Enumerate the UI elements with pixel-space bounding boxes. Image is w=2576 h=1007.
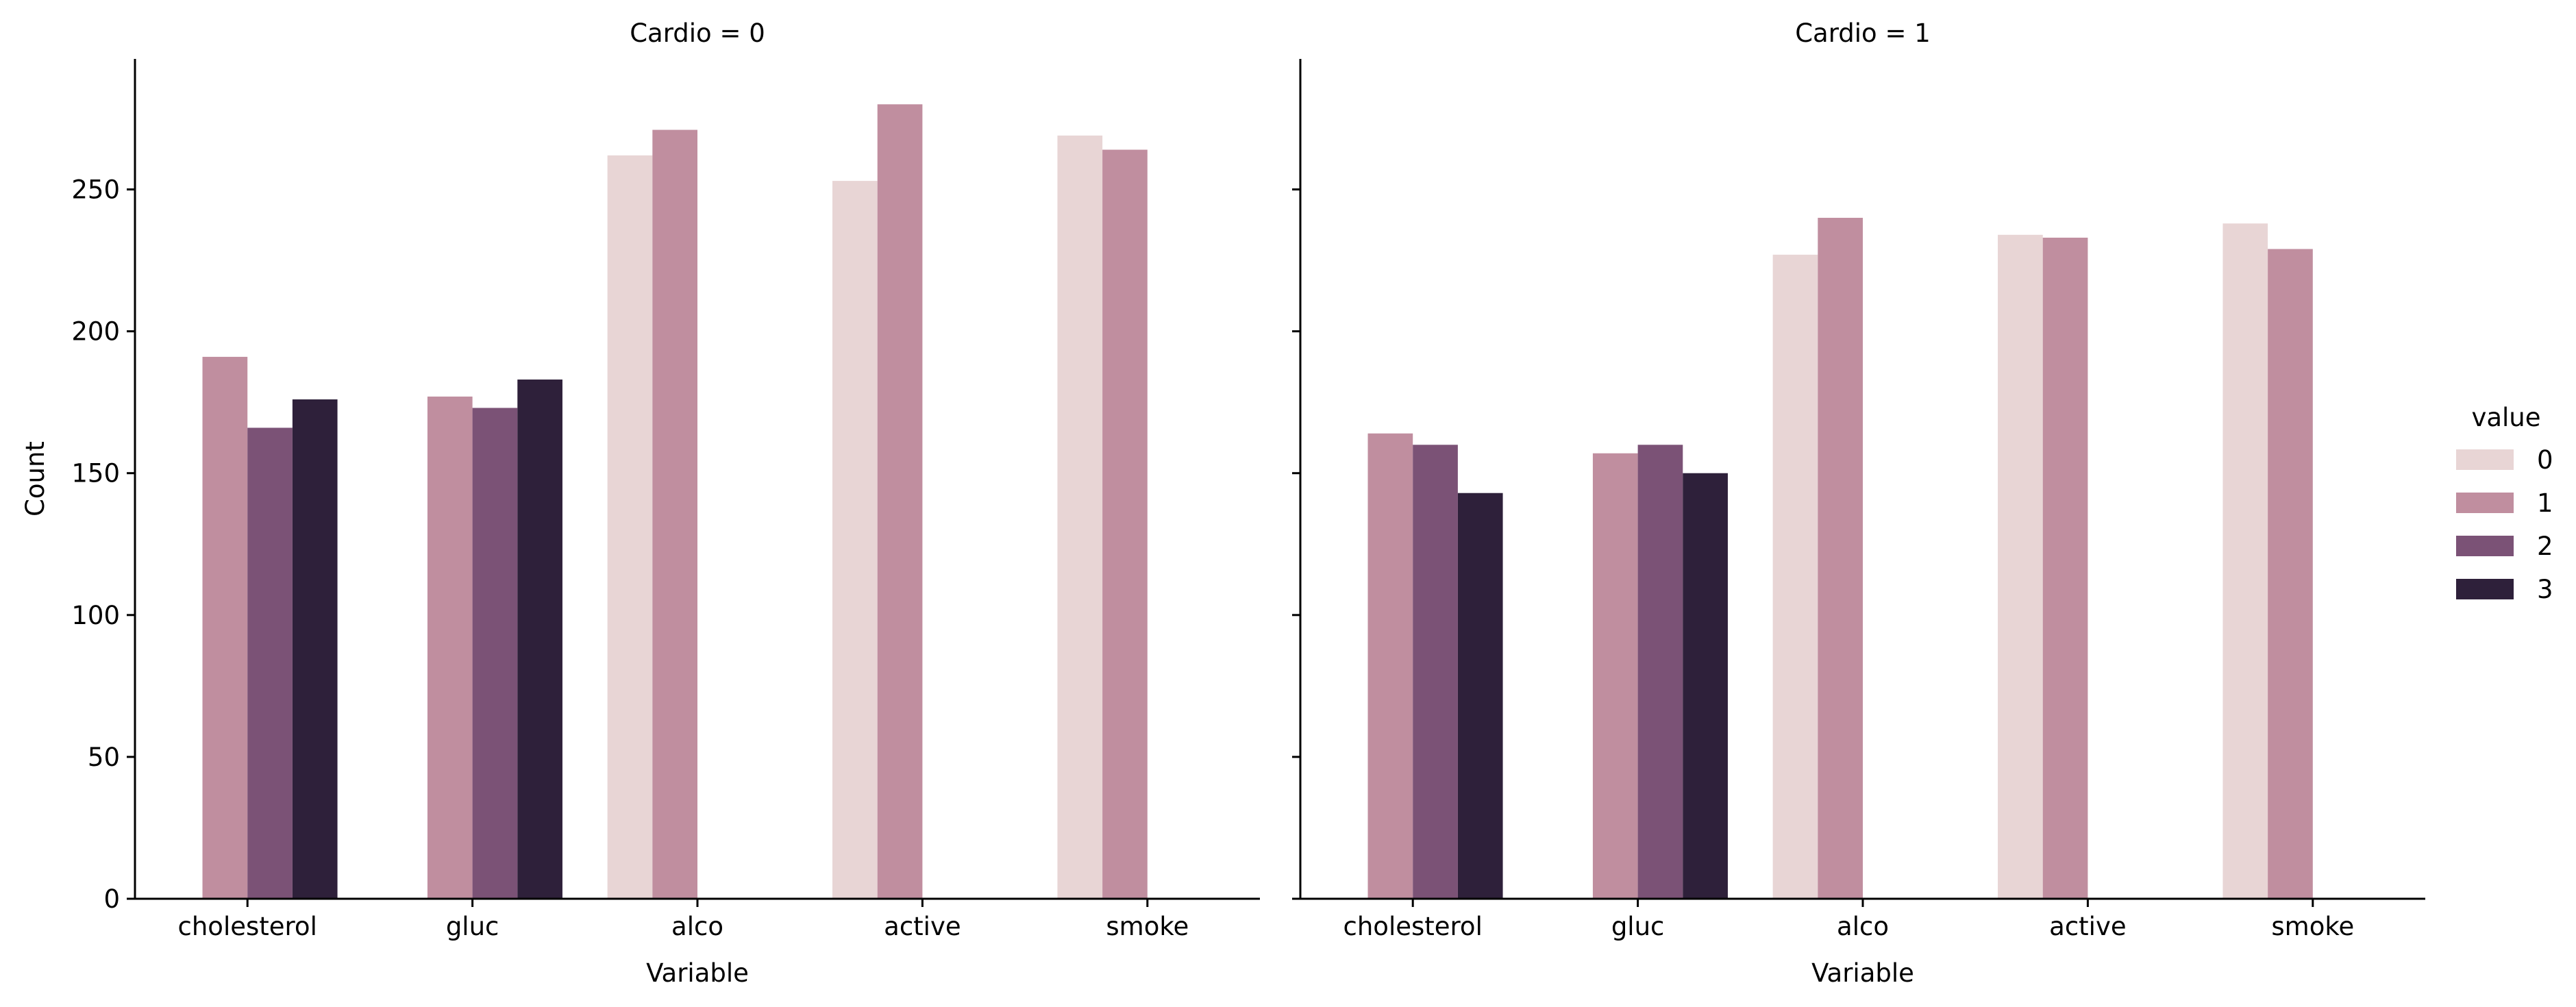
y-tick-label: 150 [71, 459, 120, 488]
legend-swatch-0 [2456, 449, 2514, 470]
bar-alco-value-1 [652, 129, 697, 899]
y-axis-label: Count [21, 441, 50, 517]
x-tick-label-smoke: smoke [2271, 912, 2354, 941]
y-tick-label: 250 [71, 175, 120, 205]
panel-title: Cardio = 1 [1795, 18, 1931, 48]
bar-gluc-value-2 [472, 408, 518, 899]
legend-swatch-3 [2456, 579, 2514, 599]
bar-cholesterol-value-3 [1457, 493, 1503, 899]
panel-title: Cardio = 0 [630, 18, 765, 48]
x-tick-label-cholesterol: cholesterol [1343, 912, 1483, 941]
x-tick-label-alco: alco [1837, 912, 1889, 941]
legend-label-1: 1 [2537, 488, 2553, 518]
bar-gluc-value-3 [517, 380, 562, 899]
legend-label-3: 3 [2537, 575, 2553, 604]
bar-cholesterol-value-2 [1413, 445, 1458, 899]
y-tick-label: 50 [88, 743, 120, 772]
bar-smoke-value-0 [1057, 135, 1103, 899]
bar-active-value-1 [2042, 237, 2088, 899]
bar-cholesterol-value-2 [247, 427, 293, 899]
bar-cholesterol-value-1 [202, 356, 248, 899]
x-tick-label-gluc: gluc [1611, 912, 1665, 941]
bar-cholesterol-value-1 [1367, 433, 1413, 899]
legend-title: value [2471, 403, 2540, 432]
bar-gluc-value-3 [1683, 473, 1728, 899]
x-tick-label-cholesterol: cholesterol [178, 912, 317, 941]
bar-alco-value-0 [1772, 254, 1818, 899]
bar-cholesterol-value-3 [292, 399, 338, 899]
bar-smoke-value-0 [2222, 223, 2268, 899]
x-tick-label-smoke: smoke [1106, 912, 1189, 941]
x-tick-label-active: active [2049, 912, 2126, 941]
bar-gluc-value-1 [427, 396, 473, 899]
bar-smoke-value-1 [1102, 149, 1148, 899]
legend-swatch-2 [2456, 536, 2514, 556]
bar-gluc-value-1 [1592, 453, 1638, 899]
bar-alco-value-0 [607, 155, 653, 899]
bar-smoke-value-1 [2268, 249, 2313, 899]
y-tick-label: 200 [71, 317, 120, 347]
legend-swatch-1 [2456, 493, 2514, 513]
bar-gluc-value-2 [1637, 445, 1683, 899]
x-axis-label: Variable [1811, 958, 1914, 988]
bar-active-value-0 [832, 181, 878, 899]
x-tick-label-active: active [884, 912, 961, 941]
bar-active-value-0 [1998, 234, 2043, 899]
x-tick-label-alco: alco [671, 912, 723, 941]
y-tick-label: 0 [103, 884, 120, 914]
x-axis-label: Variable [646, 958, 749, 988]
legend-label-2: 2 [2537, 532, 2553, 561]
x-tick-label-gluc: gluc [446, 912, 499, 941]
bar-active-value-1 [877, 104, 923, 899]
legend-label-0: 0 [2537, 445, 2553, 475]
y-tick-label: 100 [71, 601, 120, 630]
bar-alco-value-1 [1818, 217, 1863, 899]
